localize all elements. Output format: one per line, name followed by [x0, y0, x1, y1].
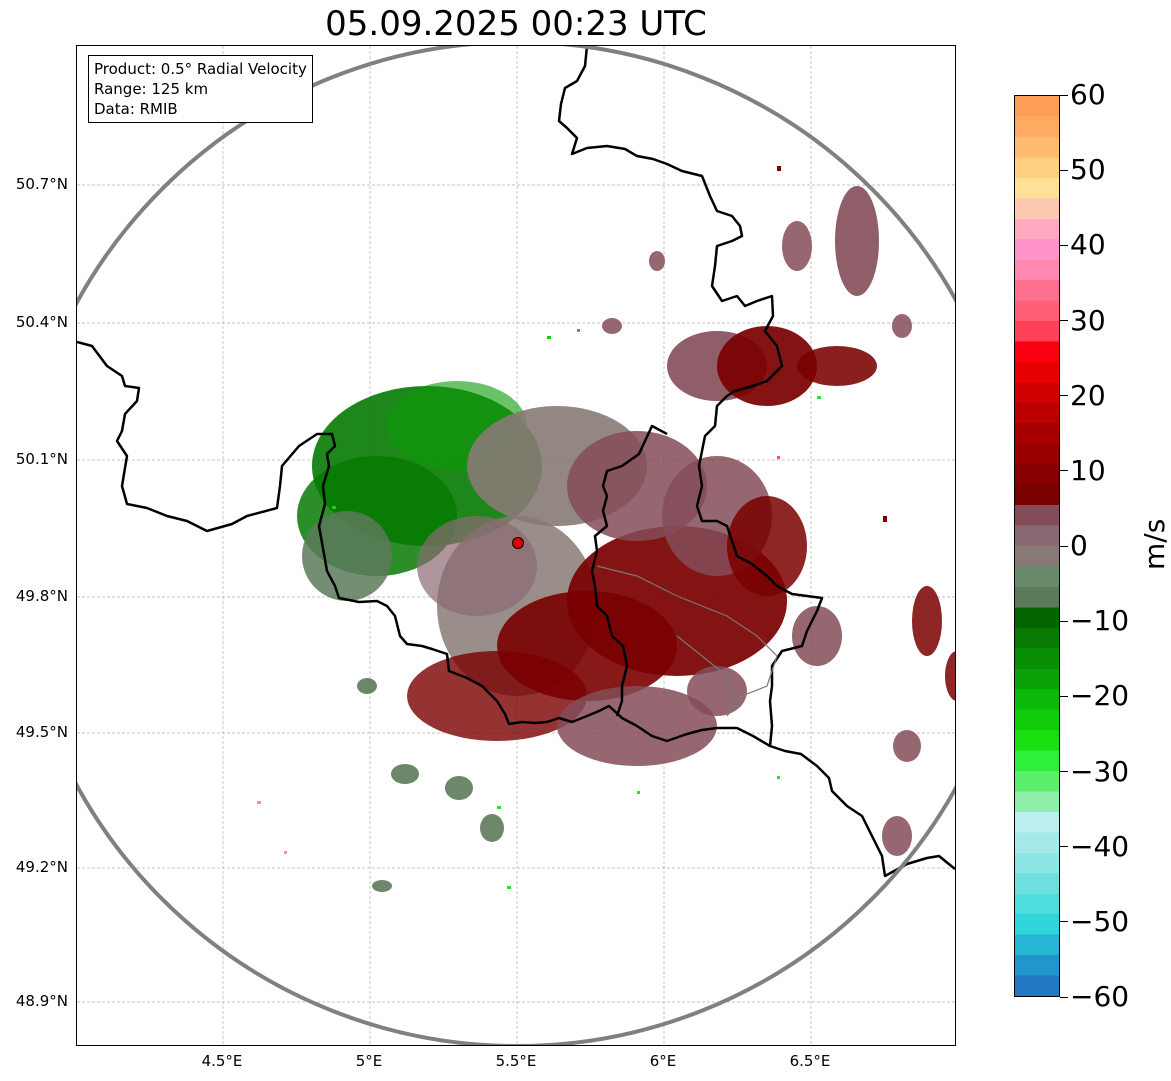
- colorbar-tick: [1060, 620, 1068, 622]
- lon-tick-label: 5.5°E: [495, 1052, 537, 1070]
- colorbar-tick: [1060, 470, 1068, 472]
- region-borders: [596, 565, 778, 717]
- colorbar-tick: [1060, 320, 1068, 321]
- lat-tick-label: 49.2°N: [15, 858, 68, 876]
- radar-site-marker: [512, 537, 524, 549]
- colorbar-tick: [1060, 846, 1068, 848]
- colorbar-tick-label: 30: [1070, 303, 1106, 337]
- lat-tick-label: 50.7°N: [15, 175, 68, 193]
- product-info-box: Product: 0.5° Radial Velocity Range: 125…: [88, 55, 313, 123]
- velocity-echoes: [257, 166, 955, 892]
- lat-tick-label: 49.8°N: [15, 587, 68, 605]
- colorbar-tick-label: 40: [1070, 228, 1106, 262]
- lon-tick-label: 6°E: [649, 1052, 677, 1070]
- colorbar-tick: [1060, 169, 1068, 171]
- colorbar-tick-label: 20: [1070, 378, 1106, 412]
- colorbar-tick-label: −30: [1070, 754, 1130, 788]
- radar-map[interactable]: [76, 45, 956, 1046]
- colorbar-tick: [1060, 695, 1068, 697]
- colorbar-tick-label: 0: [1070, 529, 1088, 562]
- colorbar-tick: [1060, 996, 1068, 998]
- product-label: Product: 0.5° Radial Velocity: [94, 60, 307, 78]
- map-title: 05.09.2025 00:23 UTC: [325, 4, 707, 44]
- colorbar-tick: [1060, 771, 1068, 772]
- colorbar-tick-label: −60: [1070, 980, 1130, 1013]
- colorbar-tick: [1060, 545, 1068, 547]
- colorbar-tick-label: −20: [1070, 679, 1130, 713]
- lat-tick-label: 48.9°N: [15, 992, 68, 1010]
- country-borders: [77, 46, 955, 878]
- range-label: Range: 125 km: [94, 80, 209, 98]
- lon-tick-label: 4.5°E: [201, 1052, 243, 1070]
- colorbar-tick-label: −10: [1070, 604, 1130, 638]
- colorbar-tick-label: −50: [1070, 904, 1130, 938]
- colorbar-tick-label: 60: [1070, 78, 1106, 111]
- colorbar-tick: [1060, 244, 1068, 246]
- lat-tick-label: 50.1°N: [15, 450, 68, 468]
- colorbar-tick-label: −40: [1070, 829, 1130, 863]
- colorbar-tick: [1060, 94, 1068, 96]
- lat-tick-label: 49.5°N: [15, 723, 68, 741]
- lat-tick-label: 50.4°N: [15, 313, 68, 331]
- lon-tick-label: 5°E: [355, 1052, 383, 1070]
- colorbar-tick-label: 50: [1070, 153, 1106, 187]
- velocity-colorbar: [1014, 95, 1060, 997]
- colorbar-tick-label: 10: [1070, 453, 1106, 487]
- colorbar-unit-label: m/s: [1138, 518, 1171, 570]
- radar-map-canvas: [77, 46, 955, 1045]
- colorbar-tick: [1060, 921, 1068, 923]
- data-source-label: Data: RMIB: [94, 100, 178, 118]
- lon-tick-label: 6.5°E: [789, 1052, 831, 1070]
- colorbar-tick: [1060, 395, 1068, 397]
